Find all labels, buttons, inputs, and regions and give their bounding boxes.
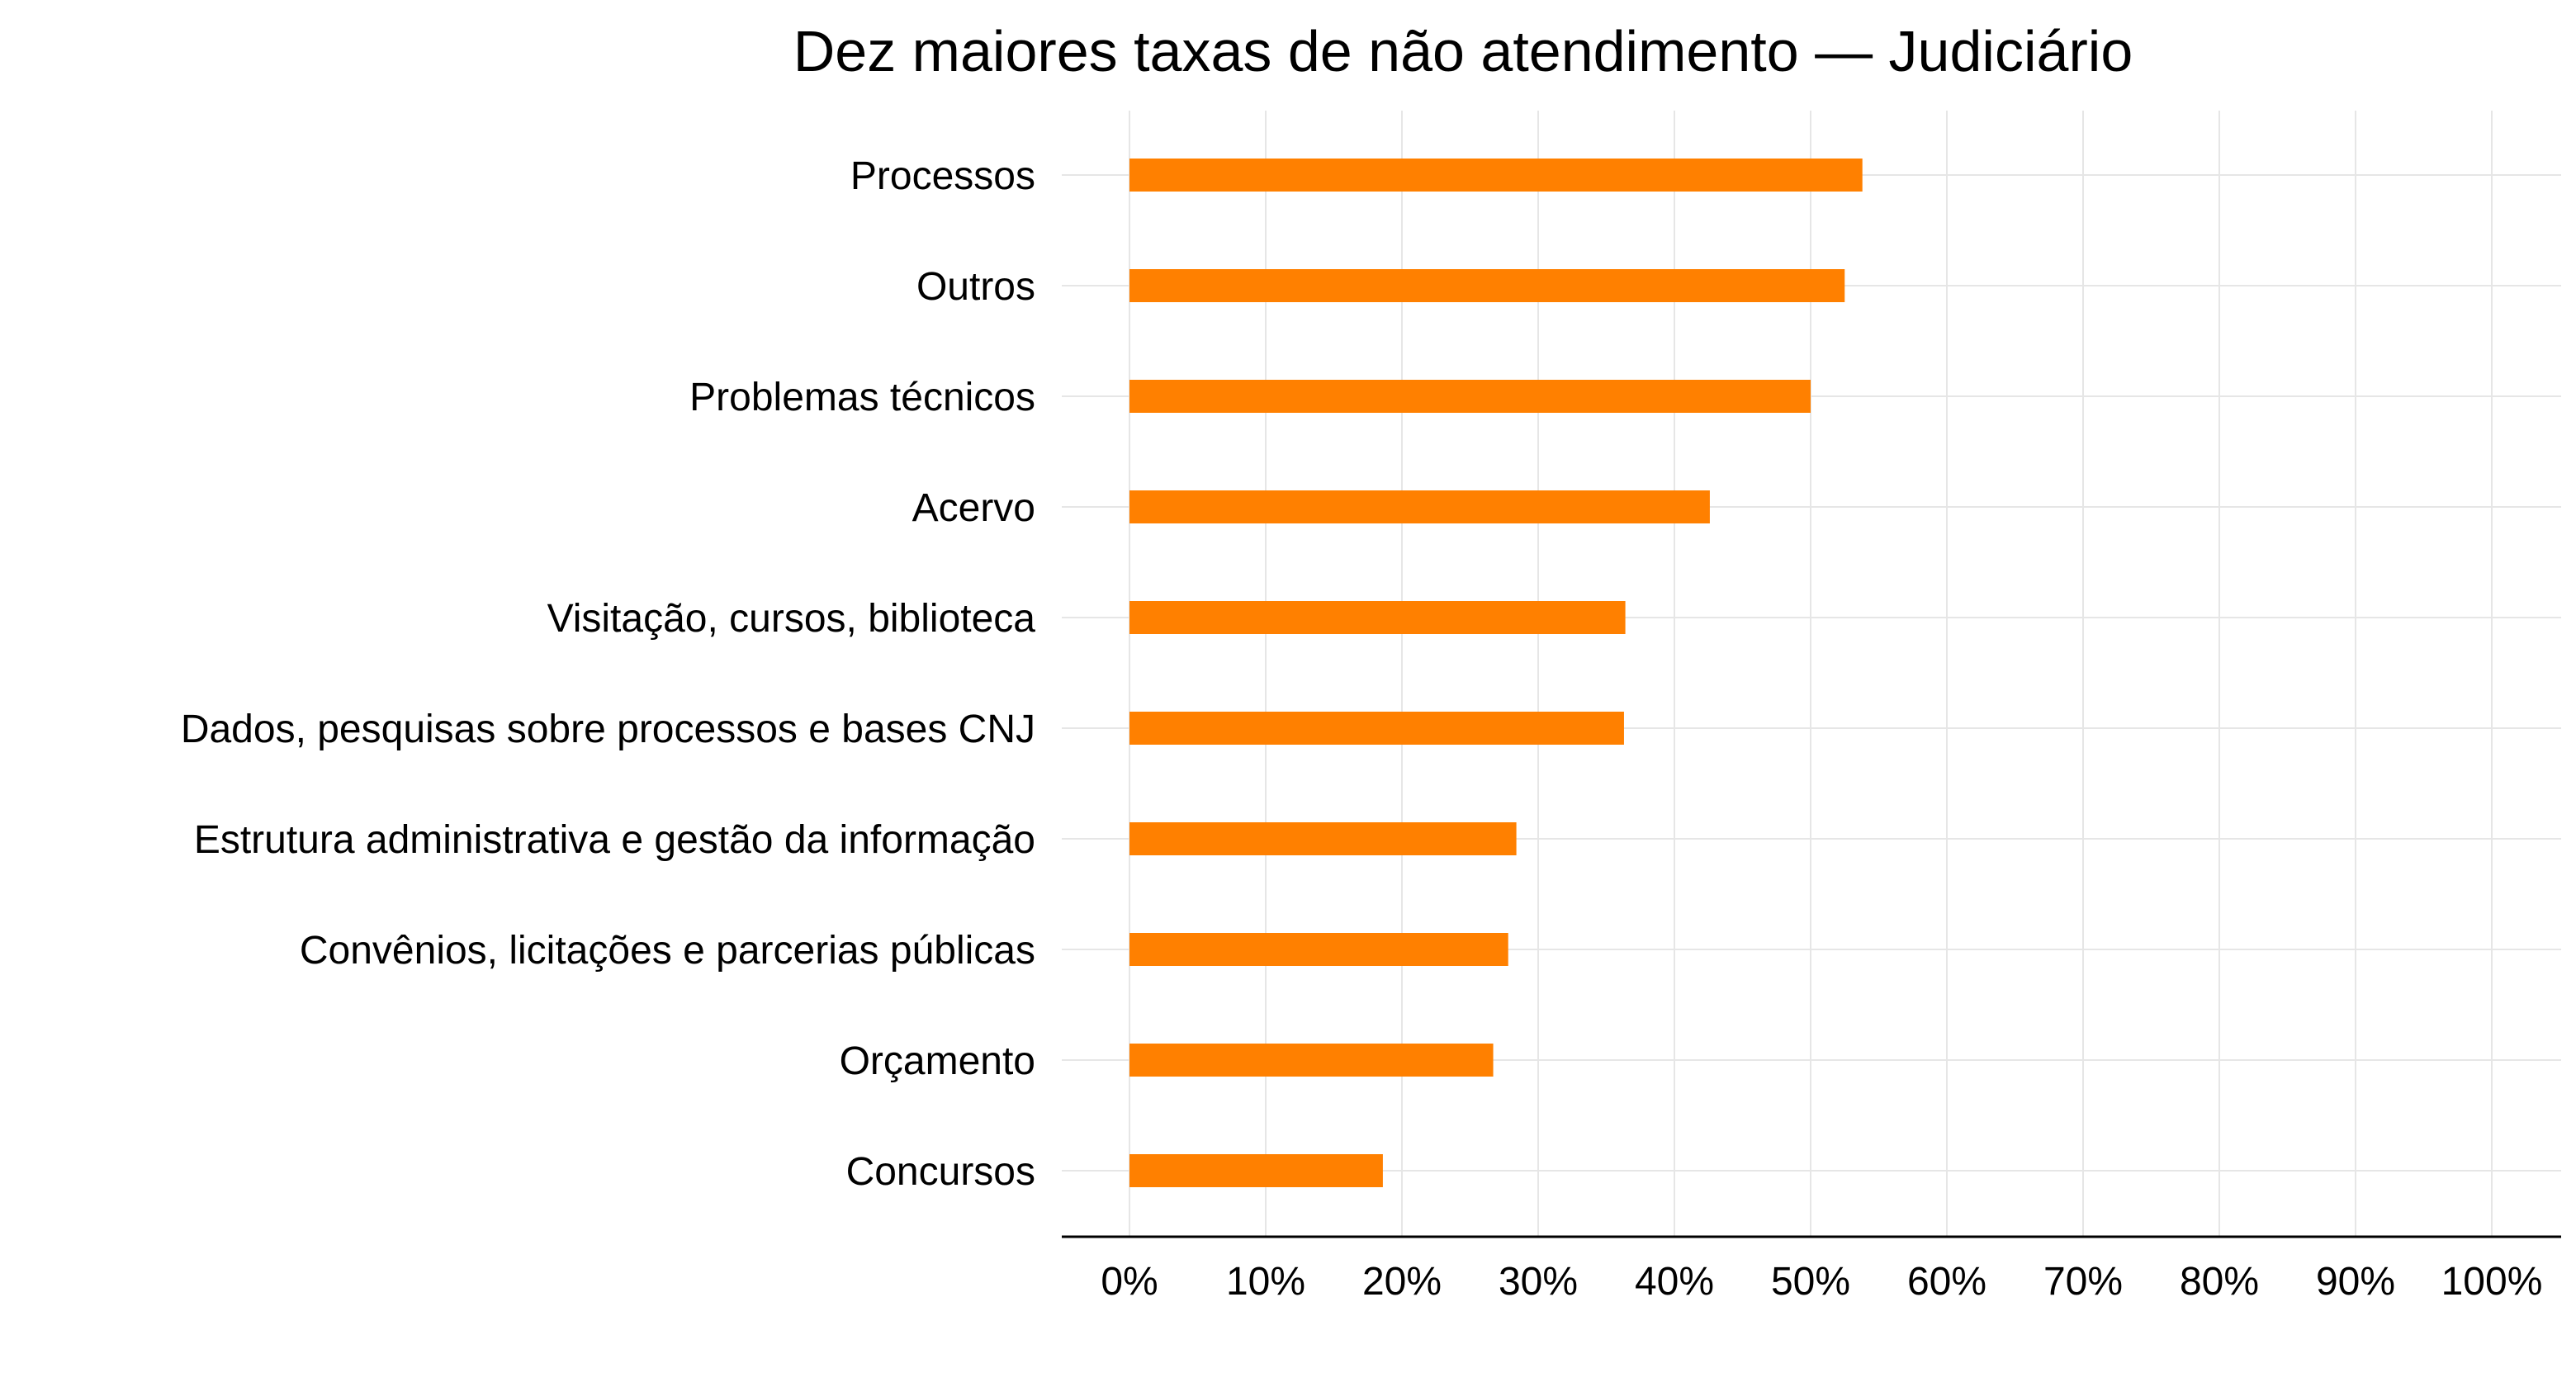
bar bbox=[1129, 380, 1811, 413]
x-tick-label: 70% bbox=[2043, 1260, 2123, 1304]
x-tick-label: 80% bbox=[2180, 1260, 2259, 1304]
bar bbox=[1129, 712, 1624, 745]
bar bbox=[1129, 159, 1863, 192]
x-tick-label: 50% bbox=[1771, 1260, 1850, 1304]
chart-title: Dez maiores taxas de não atendimento — J… bbox=[793, 19, 2133, 83]
x-tick-label: 20% bbox=[1362, 1260, 1442, 1304]
category-label: Acervo bbox=[912, 486, 1035, 530]
category-label: Visitação, cursos, biblioteca bbox=[547, 597, 1036, 641]
category-label: Orçamento bbox=[840, 1039, 1035, 1083]
category-label: Dados, pesquisas sobre processos e bases… bbox=[181, 708, 1035, 751]
x-tick-labels: 0% 10% 20% 30% 40% 50% 60% 70% 80% 90% 100% bbox=[1101, 1260, 2542, 1304]
category-label: Problemas técnicos bbox=[689, 376, 1035, 419]
bars bbox=[1129, 159, 1863, 1187]
bar bbox=[1129, 1154, 1383, 1187]
x-tick-label: 100% bbox=[2441, 1260, 2543, 1304]
category-label: Concursos bbox=[846, 1150, 1035, 1194]
bar bbox=[1129, 269, 1845, 302]
category-label: Processos bbox=[850, 154, 1035, 198]
bar bbox=[1129, 933, 1508, 966]
category-label: Estrutura administrativa e gestão da inf… bbox=[194, 818, 1035, 862]
category-labels: Processos Outros Problemas técnicos Acervo V… bbox=[181, 154, 1035, 1194]
x-tick-label: 0% bbox=[1101, 1260, 1158, 1304]
x-tick-label: 30% bbox=[1499, 1260, 1578, 1304]
x-tick-label: 90% bbox=[2316, 1260, 2395, 1304]
x-tick-label: 60% bbox=[1907, 1260, 1986, 1304]
bar bbox=[1129, 822, 1517, 855]
x-tick-label: 10% bbox=[1226, 1260, 1305, 1304]
bar bbox=[1129, 601, 1626, 634]
x-tick-label: 40% bbox=[1635, 1260, 1714, 1304]
bar bbox=[1129, 1044, 1494, 1077]
category-label: Convênios, licitações e parcerias públic… bbox=[300, 929, 1035, 973]
bar bbox=[1129, 490, 1710, 523]
category-label: Outros bbox=[916, 265, 1035, 309]
